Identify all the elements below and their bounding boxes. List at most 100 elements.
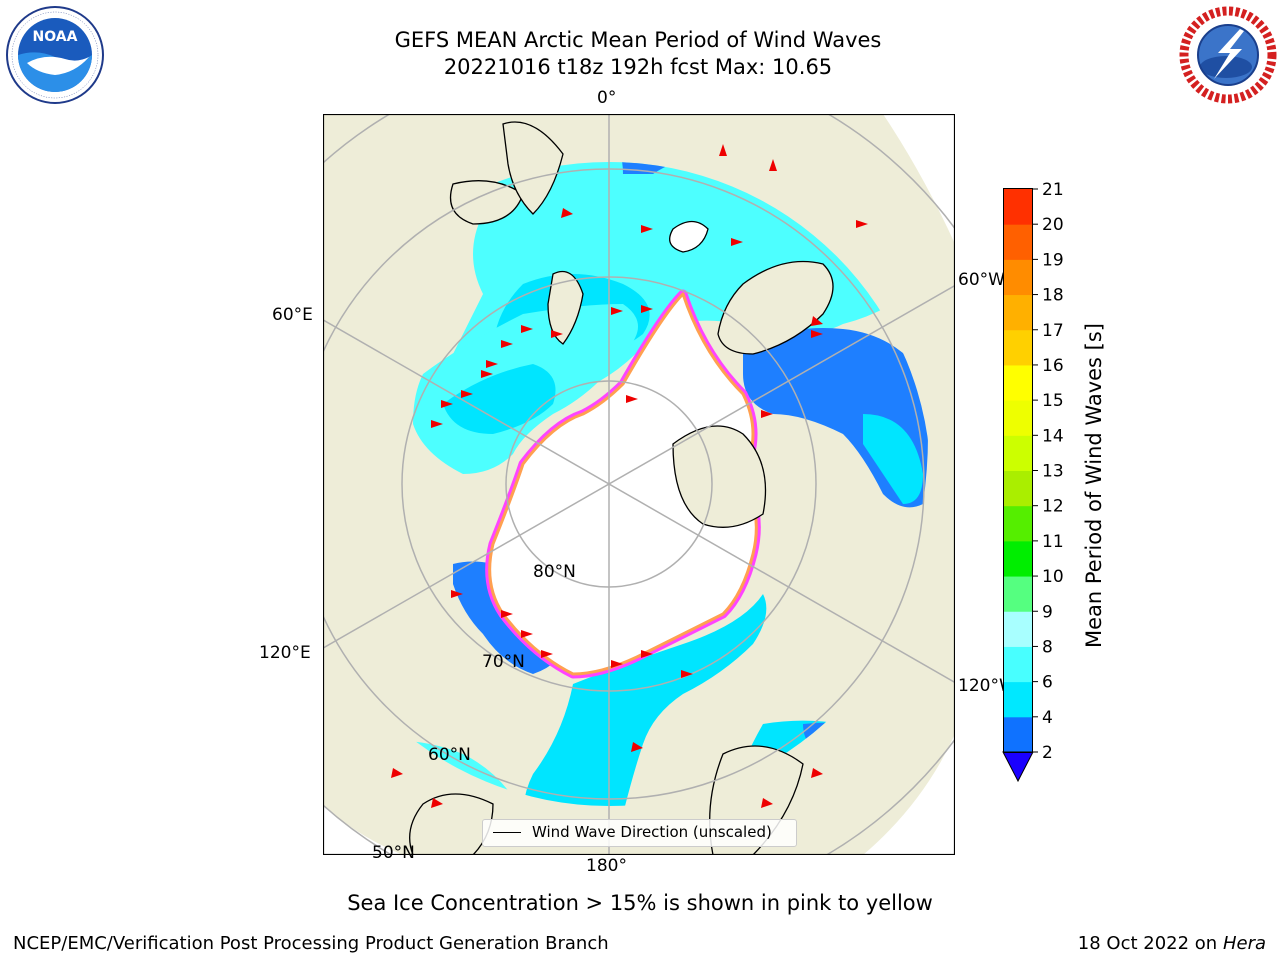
polar-stereographic-map xyxy=(323,114,955,855)
credit-date-host: 18 Oct 2022 on Hera xyxy=(1078,933,1266,954)
colorbar-segment xyxy=(1004,470,1032,507)
sea-ice-edge-inner xyxy=(488,292,758,676)
land-greenland xyxy=(717,260,834,355)
wave-field-kara-inner xyxy=(443,364,556,434)
colorbar-segment xyxy=(1004,329,1032,366)
colorbar: 2 4 6 8 9 10 11 12 13 14 15 16 17 18 19 20 21 xyxy=(1002,180,1064,783)
legend-text: Wind Wave Direction (unscaled) xyxy=(532,823,772,841)
colorbar-tick-label: 16 xyxy=(1042,356,1064,376)
lat-label-50: 50°N xyxy=(372,843,415,863)
wind-wave-arrow xyxy=(561,208,573,218)
wind-wave-arrow xyxy=(541,650,553,658)
wind-wave-arrow xyxy=(551,330,563,338)
wind-wave-arrow xyxy=(731,238,743,246)
wind-wave-arrow xyxy=(451,590,463,598)
wind-wave-arrow xyxy=(761,798,773,808)
colorbar-segment xyxy=(1004,716,1032,753)
colorbar-tick-label: 11 xyxy=(1042,532,1064,552)
wind-wave-arrow xyxy=(681,670,693,678)
wind-wave-arrow xyxy=(761,410,773,418)
lon-label-120e: 120°E xyxy=(259,643,311,663)
wind-wave-arrow xyxy=(391,768,403,778)
colorbar-tick-label: 4 xyxy=(1042,708,1053,728)
colorbar-tick-label: 10 xyxy=(1042,567,1064,587)
wind-wave-arrow xyxy=(811,768,823,778)
colorbar-tick-label: 9 xyxy=(1042,602,1053,622)
colorbar-segment xyxy=(1004,294,1032,331)
credit-branch: NCEP/EMC/Verification Post Processing Pr… xyxy=(13,933,609,954)
graticule xyxy=(323,114,955,855)
wind-wave-arrow xyxy=(641,225,653,233)
chart-title-line2: 20221016 t18z 192h fcst Max: 10.65 xyxy=(443,55,833,79)
colorbar-tick-label: 14 xyxy=(1042,426,1064,446)
map-legend: Wind Wave Direction (unscaled) xyxy=(482,819,797,847)
chart-title-line1: GEFS MEAN Arctic Mean Period of Wind Wav… xyxy=(394,28,882,52)
colorbar-segment xyxy=(1004,540,1032,577)
wind-wave-arrow xyxy=(611,660,623,668)
wind-wave-arrow xyxy=(626,395,638,403)
land-svalbard xyxy=(669,220,709,253)
colorbar-segment xyxy=(1004,576,1032,612)
land-iceland xyxy=(449,180,524,225)
lat-label-60: 60°N xyxy=(428,745,471,765)
lon-label-0: 0° xyxy=(597,88,617,108)
nws-logo xyxy=(1179,6,1277,104)
wave-field-labrador-light xyxy=(863,414,923,504)
colorbar-segment xyxy=(1004,400,1032,436)
colorbar-segment xyxy=(1004,611,1032,647)
wind-wave-arrow xyxy=(431,420,443,428)
wind-wave-arrow xyxy=(461,390,473,398)
wave-field-chukchi-bering xyxy=(523,594,767,806)
lon-label-180: 180° xyxy=(586,856,627,876)
lat-label-80: 80°N xyxy=(533,562,576,582)
lon-label-60e: 60°E xyxy=(272,305,313,325)
colorbar-segment xyxy=(1004,505,1032,542)
wind-wave-arrow xyxy=(641,650,653,658)
svg-text:NOAA: NOAA xyxy=(33,29,78,45)
wind-wave-arrow xyxy=(501,610,513,618)
wind-wave-arrow xyxy=(441,400,453,408)
colorbar-segment xyxy=(1004,259,1032,296)
colorbar-tick-label: 17 xyxy=(1042,321,1064,341)
colorbar-tick-label: 18 xyxy=(1042,286,1064,306)
ocean-corner-northeast xyxy=(883,114,955,244)
colorbar-label: Mean Period of Wind Waves [s] xyxy=(1082,323,1106,648)
sea-ice-note: Sea Ice Concentration > 15% is shown in … xyxy=(347,891,933,915)
wave-direction-arrows xyxy=(391,144,868,808)
wind-wave-arrow xyxy=(486,360,498,368)
legend-line-swatch xyxy=(493,832,521,833)
meridian-120E-60W xyxy=(323,284,955,649)
colorbar-segment xyxy=(1004,224,1032,260)
colorbar-tick-label: 2 xyxy=(1042,743,1053,763)
wind-wave-arrow xyxy=(431,798,443,808)
colorbar-segment xyxy=(1004,364,1032,401)
wind-wave-arrow xyxy=(611,307,623,315)
colorbar-tick-label: 8 xyxy=(1042,637,1053,657)
colorbar-segment xyxy=(1004,681,1032,718)
noaa-logo: NOAA xyxy=(6,6,104,104)
credit-host: Hera xyxy=(1222,933,1266,954)
land-novaya-zemlya xyxy=(547,270,584,345)
colorbar-tick-label: 21 xyxy=(1042,180,1064,200)
colorbar-tick-label: 12 xyxy=(1042,497,1064,517)
wind-wave-arrow xyxy=(481,370,493,378)
wind-wave-arrow xyxy=(811,316,823,326)
wind-wave-arrow xyxy=(521,630,533,638)
colorbar-tick-label: 6 xyxy=(1042,673,1053,693)
colorbar-tick-label: 20 xyxy=(1042,215,1064,235)
colorbar-segment xyxy=(1004,189,1032,225)
map-frame xyxy=(323,114,955,855)
colorbar-tick-label: 19 xyxy=(1042,250,1064,270)
lat-label-70: 70°N xyxy=(482,652,525,672)
lon-label-60w: 60°W xyxy=(958,270,1005,290)
colorbar-segment xyxy=(1004,435,1032,471)
wind-wave-arrow xyxy=(811,330,823,338)
land-scandinavia xyxy=(502,121,564,215)
ocean-corner-southwest xyxy=(323,804,403,855)
wind-wave-arrow xyxy=(501,340,513,348)
wind-wave-arrow xyxy=(521,325,533,333)
land-canadian-archipelago xyxy=(672,425,767,528)
colorbar-tick-label: 13 xyxy=(1042,462,1064,482)
wind-wave-arrow xyxy=(641,305,653,313)
colorbar-segment xyxy=(1004,646,1032,683)
